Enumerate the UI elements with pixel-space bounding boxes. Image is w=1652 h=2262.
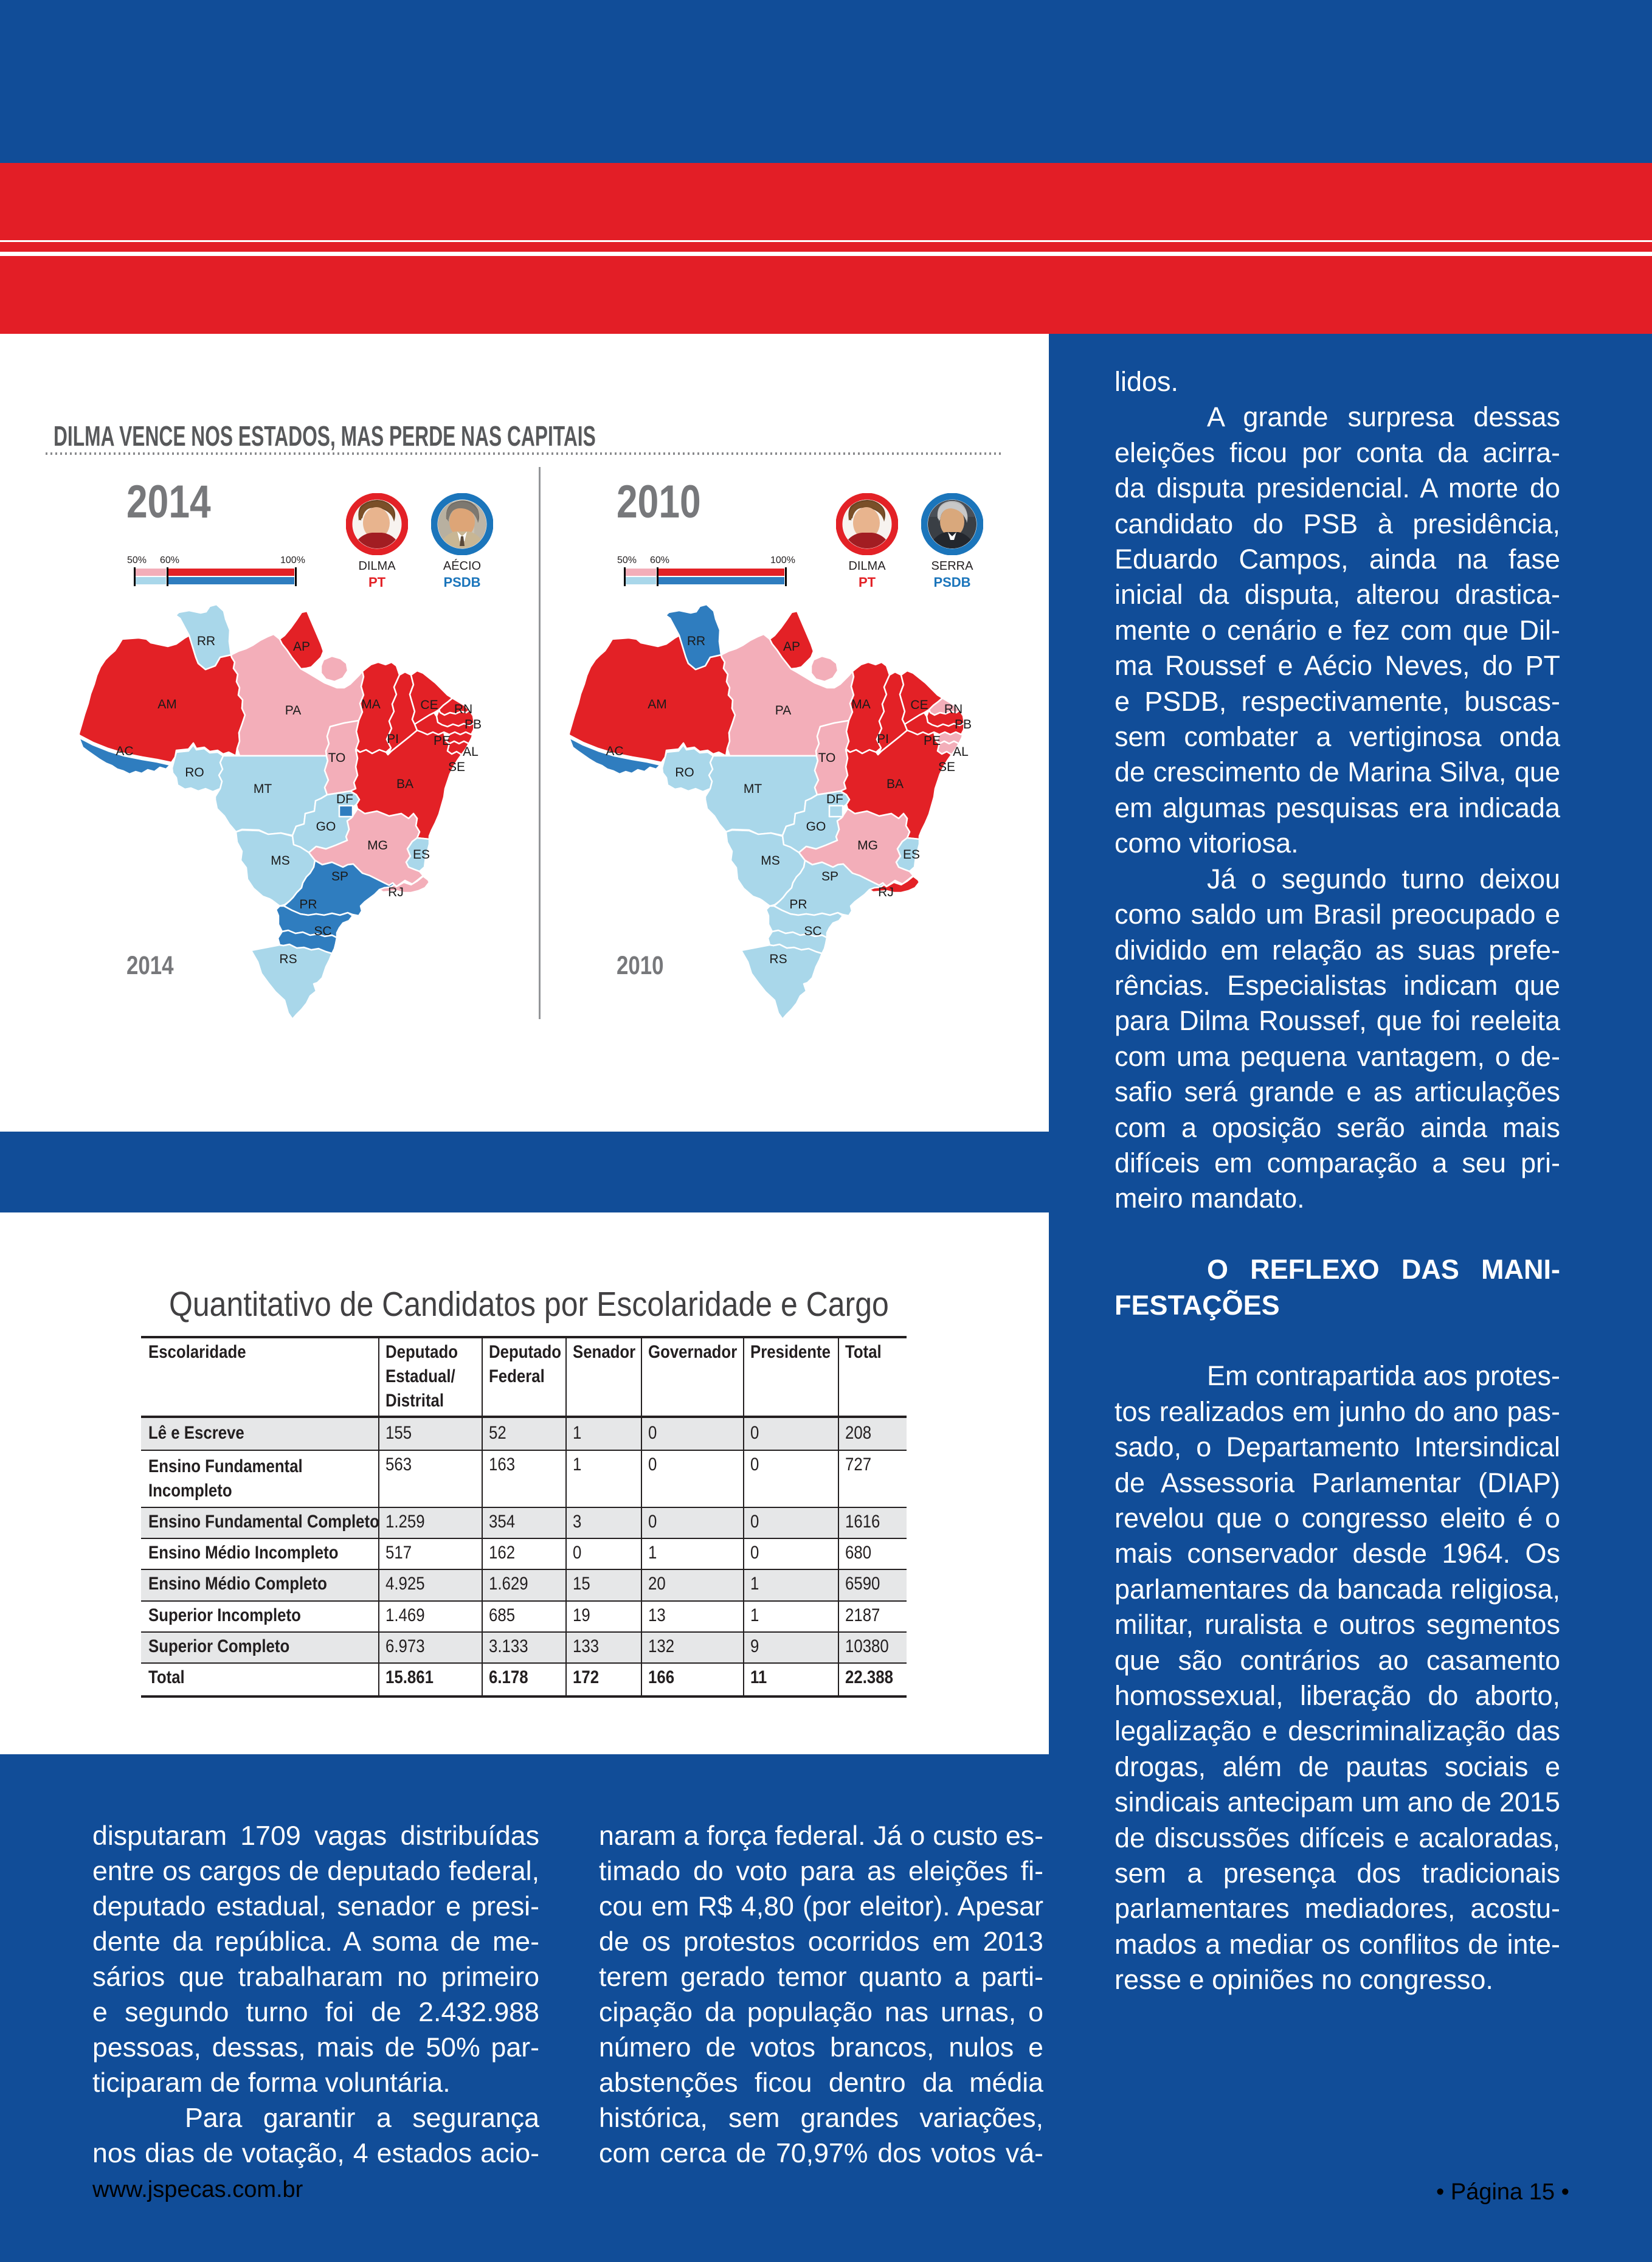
svg-text:RO: RO [185,766,204,780]
svg-text:MT: MT [254,782,272,796]
svg-text:AC: AC [606,744,623,758]
svg-text:RJ: RJ [388,885,404,899]
svg-text:RS: RS [279,952,297,966]
svg-text:BA: BA [396,777,413,791]
svg-text:MG: MG [857,839,878,853]
svg-text:TO: TO [818,751,836,765]
svg-text:MG: MG [367,839,388,853]
svg-text:AL: AL [953,745,969,759]
svg-text:AP: AP [293,640,310,654]
svg-text:PI: PI [387,732,399,746]
svg-text:GO: GO [316,820,336,834]
svg-text:TO: TO [328,751,346,765]
svg-text:ES: ES [413,848,430,862]
svg-text:PI: PI [877,732,889,746]
svg-text:MA: MA [361,697,381,711]
svg-text:GO: GO [806,820,826,834]
svg-text:AM: AM [157,697,177,711]
svg-text:PA: PA [285,704,301,718]
svg-text:PB: PB [955,718,972,732]
svg-text:PR: PR [299,898,317,911]
svg-text:SE: SE [938,760,955,774]
svg-text:ES: ES [903,848,920,862]
svg-text:CE: CE [420,698,438,712]
svg-text:PE: PE [434,734,451,748]
svg-text:SC: SC [314,924,331,938]
svg-text:RR: RR [687,634,705,648]
svg-text:RR: RR [197,634,215,648]
svg-text:RN: RN [944,702,963,716]
svg-text:SP: SP [331,870,348,884]
svg-text:PR: PR [789,898,807,911]
svg-text:PE: PE [924,734,941,748]
svg-text:PA: PA [775,704,791,718]
svg-text:RS: RS [769,952,787,966]
svg-text:MS: MS [271,854,290,868]
svg-text:RO: RO [675,766,694,780]
svg-text:PB: PB [465,718,482,732]
svg-text:MT: MT [744,782,762,796]
svg-text:MA: MA [851,697,871,711]
svg-text:RJ: RJ [878,885,894,899]
svg-text:BA: BA [886,777,904,791]
svg-text:MS: MS [761,854,780,868]
svg-text:AC: AC [116,744,133,758]
svg-text:AP: AP [783,640,800,654]
svg-text:DF: DF [336,792,353,806]
svg-text:DF: DF [826,792,843,806]
svg-text:AM: AM [648,697,667,711]
svg-text:SP: SP [821,870,838,884]
svg-text:SC: SC [804,924,821,938]
svg-text:SE: SE [448,760,465,774]
svg-text:CE: CE [910,698,928,712]
svg-text:RN: RN [454,702,472,716]
svg-text:AL: AL [463,745,479,759]
